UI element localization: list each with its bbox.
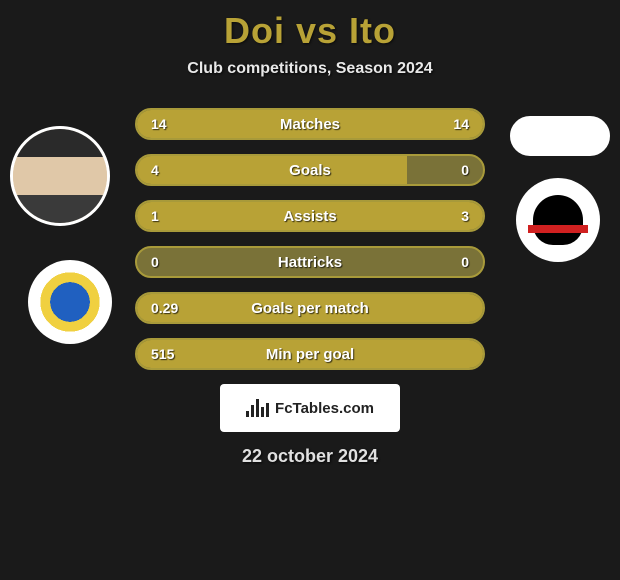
stat-label: Min per goal [137, 346, 483, 363]
bars-icon [246, 399, 269, 417]
stat-label: Hattricks [137, 254, 483, 271]
player-photo-left [10, 126, 110, 226]
attribution-text: FcTables.com [275, 400, 374, 417]
comparison-card: Doi vs Ito Club competitions, Season 202… [0, 0, 620, 467]
page-title: Doi vs Ito [0, 10, 620, 52]
player-photo-right [510, 116, 610, 156]
stats-list: 1414Matches 40Goals 13Assists 00Hattricks 0.… [135, 108, 485, 370]
stat-label: Matches [137, 116, 483, 133]
roasso-logo-icon [523, 185, 593, 255]
stat-bar: 0.29Goals per match [135, 292, 485, 324]
date-label: 22 october 2024 [0, 446, 620, 467]
stat-label: Goals [137, 162, 483, 179]
stat-bar: 515Min per goal [135, 338, 485, 370]
player-face-placeholder [13, 129, 107, 223]
stat-bar: 00Hattricks [135, 246, 485, 278]
team-logo-right [516, 178, 600, 262]
stat-bar: 13Assists [135, 200, 485, 232]
stat-bar: 40Goals [135, 154, 485, 186]
montedio-logo-icon [35, 267, 105, 337]
stat-label: Goals per match [137, 300, 483, 317]
stat-bar: 1414Matches [135, 108, 485, 140]
attribution-badge[interactable]: FcTables.com [220, 384, 400, 432]
stat-label: Assists [137, 208, 483, 225]
subtitle: Club competitions, Season 2024 [0, 60, 620, 78]
team-logo-left [28, 260, 112, 344]
